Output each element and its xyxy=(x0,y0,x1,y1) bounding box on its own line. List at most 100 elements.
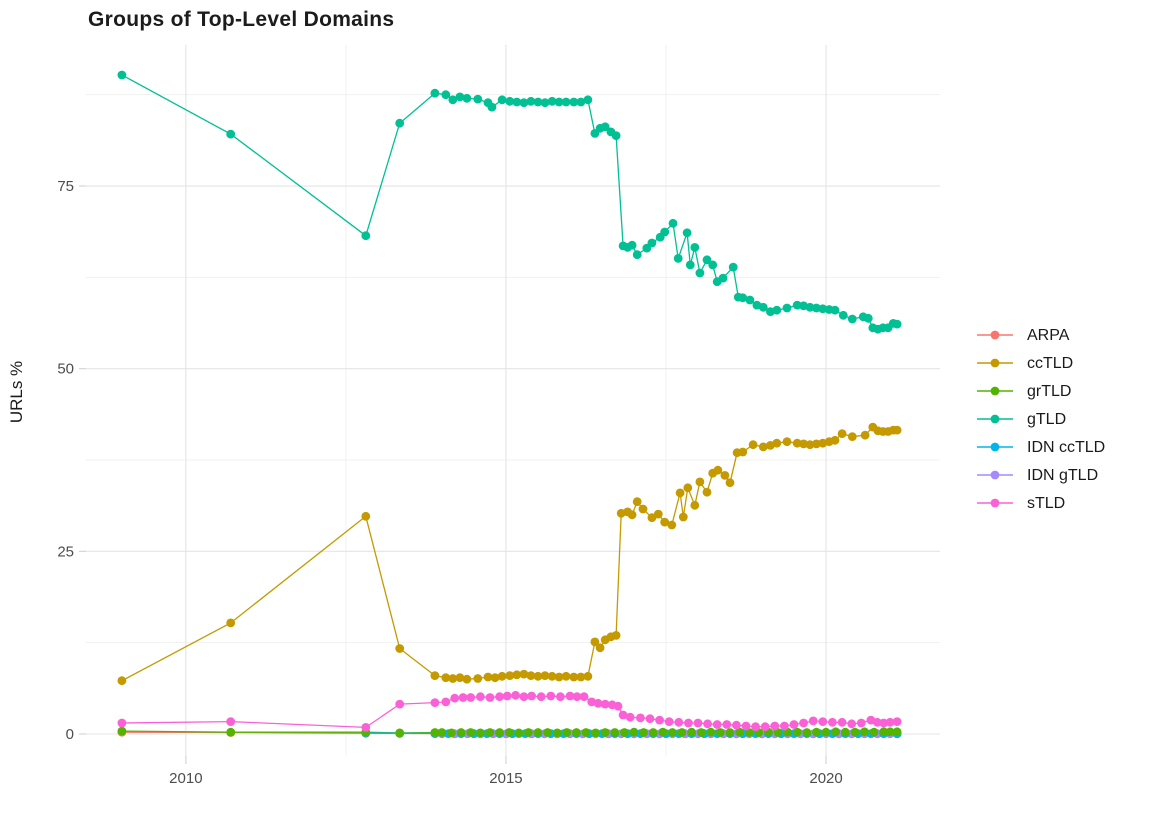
data-point xyxy=(758,442,768,452)
data-point xyxy=(738,293,748,303)
data-point xyxy=(448,95,458,105)
data-point xyxy=(536,692,546,702)
data-point xyxy=(720,471,730,480)
data-point xyxy=(526,96,536,106)
data-point xyxy=(885,717,895,727)
data-point xyxy=(226,727,236,737)
data-point xyxy=(792,300,802,310)
data-point xyxy=(583,671,593,681)
data-point xyxy=(792,727,802,737)
data-point xyxy=(660,517,670,527)
data-point xyxy=(847,719,857,729)
data-point xyxy=(690,243,700,252)
data-point xyxy=(533,97,543,107)
gridlines xyxy=(86,45,940,756)
data-point xyxy=(562,728,572,737)
data-point xyxy=(728,262,738,272)
data-point xyxy=(430,728,440,737)
x-tick-label: 2020 xyxy=(809,770,842,787)
data-point xyxy=(830,435,840,445)
data-point xyxy=(485,693,495,702)
data-point xyxy=(611,131,621,141)
data-point xyxy=(395,118,405,128)
data-point xyxy=(524,728,533,737)
data-point xyxy=(830,305,840,315)
data-point xyxy=(818,717,828,726)
data-point xyxy=(462,93,472,103)
data-point xyxy=(485,728,495,737)
data-point xyxy=(579,692,589,702)
data-point xyxy=(595,643,605,653)
data-point xyxy=(600,699,610,709)
data-point xyxy=(462,674,472,684)
data-point xyxy=(892,319,902,329)
data-point xyxy=(802,728,812,737)
data-point xyxy=(847,314,857,324)
legend-key-point xyxy=(990,358,1000,368)
data-point xyxy=(226,129,236,139)
data-point xyxy=(505,671,515,680)
legend-key-point xyxy=(990,414,1000,424)
data-point xyxy=(647,238,657,248)
data-point xyxy=(638,504,648,514)
data-point xyxy=(751,722,760,732)
data-point xyxy=(512,670,522,680)
y-tick-label: 50 xyxy=(57,361,74,378)
data-point xyxy=(514,728,524,738)
data-point xyxy=(725,478,735,488)
legend-item-idn-gtld: IDN gTLD xyxy=(977,467,1098,484)
data-point xyxy=(696,728,706,737)
data-point xyxy=(569,672,579,682)
data-point xyxy=(448,674,458,683)
data-point xyxy=(847,432,857,441)
data-point xyxy=(600,728,610,737)
data-point xyxy=(702,255,712,265)
data-point xyxy=(658,727,668,737)
data-point xyxy=(716,728,725,737)
series-line-stld xyxy=(121,694,898,729)
data-point xyxy=(554,672,564,682)
data-point xyxy=(483,672,493,682)
legend-label: sTLD xyxy=(1027,495,1065,512)
data-point xyxy=(455,673,465,683)
series-points-grtld xyxy=(117,726,902,738)
data-point xyxy=(677,728,687,737)
data-point xyxy=(718,273,728,283)
data-point xyxy=(712,720,722,729)
data-point xyxy=(772,305,782,315)
data-point xyxy=(495,728,504,737)
y-axis-title: URLs % xyxy=(7,361,26,423)
data-point xyxy=(476,692,485,702)
data-point xyxy=(678,512,688,522)
data-point xyxy=(519,692,529,702)
data-point xyxy=(527,691,536,701)
data-point xyxy=(620,728,629,737)
data-point xyxy=(611,631,621,640)
x-tick-label: 2015 xyxy=(489,770,522,787)
data-point xyxy=(664,717,674,726)
data-point xyxy=(504,728,514,737)
data-point xyxy=(547,96,557,106)
data-point xyxy=(840,727,850,737)
legend-item-grtld: grTLD xyxy=(977,383,1071,400)
data-point xyxy=(702,487,712,497)
data-point xyxy=(466,728,476,737)
legend-key-point xyxy=(990,442,1000,452)
data-point xyxy=(805,440,815,450)
data-point xyxy=(618,710,628,720)
data-point xyxy=(892,425,902,435)
legend-item-idn-cctld: IDN ccTLD xyxy=(977,439,1105,456)
data-point xyxy=(674,717,684,727)
data-point xyxy=(512,97,522,107)
data-point xyxy=(860,430,870,440)
legend-label: gTLD xyxy=(1027,411,1066,428)
legend-item-stld: sTLD xyxy=(977,495,1065,512)
data-point xyxy=(519,669,529,679)
data-point xyxy=(395,699,405,709)
data-point xyxy=(552,728,562,738)
series-points-cctld xyxy=(117,422,902,686)
data-point xyxy=(226,618,236,628)
data-point xyxy=(487,102,497,112)
data-point xyxy=(610,728,620,737)
